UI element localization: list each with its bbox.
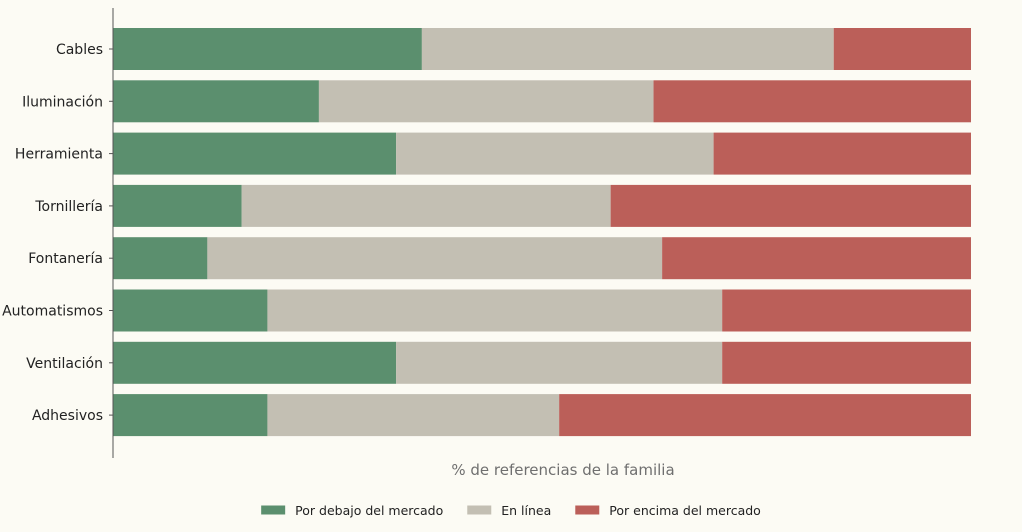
bar-segment-1-1: [318, 80, 654, 123]
bar-segment-5-1: [267, 289, 723, 332]
legend-item-0: Por debajo del mercado: [261, 503, 443, 518]
category-label-5: Automatismos: [2, 304, 103, 320]
bar-segment-2-2: [713, 132, 971, 175]
legend-swatch-2: [575, 505, 600, 515]
bar-segment-5-0: [113, 289, 268, 332]
bar-segment-4-2: [662, 237, 971, 280]
bar-segment-7-2: [559, 394, 971, 437]
legend-label-0: Por debajo del mercado: [295, 503, 443, 518]
bar-segment-0-2: [833, 28, 971, 70]
legend-swatch-0: [261, 505, 286, 515]
bar-segment-4-0: [113, 237, 208, 280]
bar-segment-1-0: [113, 80, 319, 123]
bar-segment-0-0: [113, 28, 422, 70]
bar-segment-0-1: [421, 28, 834, 70]
legend-item-1: En línea: [467, 503, 551, 518]
category-label-2: Herramienta: [15, 147, 103, 163]
bar-segment-1-2: [653, 80, 971, 123]
bar-segment-7-0: [113, 394, 268, 437]
category-label-6: Ventilación: [26, 356, 103, 372]
bar-segment-6-2: [722, 341, 971, 384]
bar-segment-5-2: [722, 289, 971, 332]
legend-label-1: En línea: [501, 503, 551, 518]
category-label-1: Iluminación: [22, 94, 103, 110]
bar-segment-7-1: [267, 394, 560, 437]
legend: Por debajo del mercado En línea Por encima…: [261, 503, 761, 518]
bars-layer: [113, 28, 971, 437]
bar-segment-4-1: [207, 237, 663, 280]
bar-segment-6-1: [396, 341, 723, 384]
category-label-0: Cables: [56, 42, 103, 58]
legend-swatch-1: [467, 505, 492, 515]
x-axis-title: % de referencias de la familia: [451, 461, 674, 479]
legend-label-2: Por encima del mercado: [609, 503, 761, 518]
category-labels: Cables Iluminación Herramienta Tornillería F…: [2, 42, 113, 424]
category-label-4: Fontanería: [28, 251, 103, 267]
bar-segment-3-2: [610, 184, 971, 227]
bar-segment-2-1: [396, 132, 714, 175]
category-label-7: Adhesivos: [32, 408, 103, 424]
bar-segment-3-1: [241, 184, 611, 227]
bar-segment-2-0: [113, 132, 397, 175]
legend-item-2: Por encima del mercado: [575, 503, 761, 518]
category-label-3: Tornillería: [34, 199, 103, 215]
bar-segment-6-0: [113, 341, 397, 384]
bar-segment-3-0: [113, 184, 242, 227]
